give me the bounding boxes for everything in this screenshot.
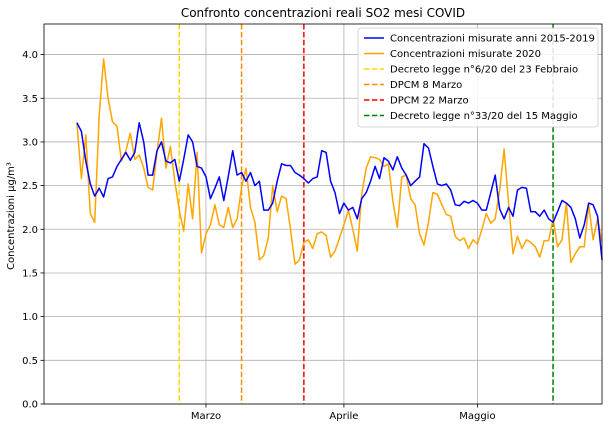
y-tick-label: 0.5	[22, 356, 38, 367]
legend: Concentrazioni misurate anni 2015-2019 Co…	[357, 27, 599, 128]
chart-title: Confronto concentrazioni reali SO2 mesi …	[181, 6, 465, 20]
plot-frame	[43, 23, 603, 405]
y-tick-label: 2.0	[22, 225, 38, 236]
series-line	[76, 121, 603, 260]
legend-label: Concentrazioni misurate 2020	[390, 49, 541, 60]
legend-label: Decreto legge n°33/20 del 15 Maggio	[390, 111, 578, 122]
y-axis-label: Concentrazioni µg/m³	[6, 162, 17, 270]
legend-label: DPCM 22 Marzo	[390, 96, 469, 107]
x-tick-label: Aprile	[329, 411, 358, 422]
y-tick-label: 4.0	[22, 50, 38, 61]
legend-label: Concentrazioni misurate anni 2015-2019	[390, 34, 595, 45]
series-lines	[76, 58, 603, 265]
y-tick-label: 2.5	[22, 181, 38, 192]
grid	[44, 24, 602, 405]
legend-label: Decreto legge n°6/20 del 23 Febbraio	[390, 65, 578, 76]
y-tick-label: 3.0	[22, 137, 38, 148]
x-tick-label: Marzo	[191, 411, 221, 422]
y-tick-label: 1.0	[22, 312, 38, 323]
legend-box	[357, 27, 599, 128]
y-tick-label: 0.0	[22, 400, 38, 411]
y-tick-label: 1.5	[22, 268, 38, 279]
axis-ticks: 0.0 0.5 1.0 1.5 2.0 2.5 3.0 3.5 4.0 Marzo Aprile Ma…	[22, 50, 495, 422]
y-tick-label: 3.5	[22, 94, 38, 105]
x-tick-label: Maggio	[459, 411, 495, 422]
legend-label: DPCM 8 Marzo	[390, 80, 462, 91]
